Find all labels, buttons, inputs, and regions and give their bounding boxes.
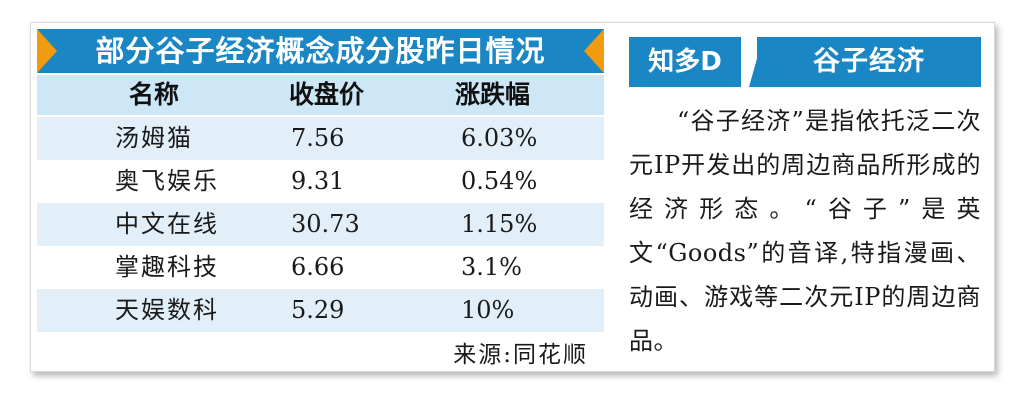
stock-change: 6.03% [461,124,538,152]
stock-name: 掌趣科技 [115,253,219,281]
stock-change: 1.15% [461,210,538,238]
stock-close-price: 7.56 [291,124,345,152]
source-note: 来源:同花顺 [453,342,588,368]
sidebar-topic: 谷子经济 [813,46,925,77]
table-row: 奥飞娱乐 9.31 0.54% [37,160,604,203]
stock-table-panel: 部分谷子经济概念成分股昨日情况 名称 收盘价 涨跌幅 汤姆猫 7.56 6.03… [37,29,604,368]
stock-name: 奥飞娱乐 [115,167,219,195]
table-row: 天娱数科 5.29 10% [37,289,604,332]
stock-close-price: 9.31 [291,167,345,195]
stock-close-price: 30.73 [291,210,360,238]
table-title-bar: 部分谷子经济概念成分股昨日情况 [37,29,604,73]
stock-name: 中文在线 [115,210,219,238]
tag-box [629,37,741,87]
sidebar-tag: 知多D [648,47,722,77]
stock-name: 汤姆猫 [115,124,193,152]
header-name: 名称 [129,80,180,109]
header-change: 涨跌幅 [455,80,531,109]
sidebar-body-text: “谷子经济”是指依托泛二次元IP开发出的周边商品所形成的经济形态。“谷子”是英文… [629,107,981,355]
table-row: 掌趣科技 6.66 3.1% [37,246,604,289]
table-row: 汤姆猫 7.56 6.03% [37,117,604,160]
stock-close-price: 6.66 [291,253,345,281]
stock-close-price: 5.29 [291,296,345,324]
table-row: 中文在线 30.73 1.15% [37,203,604,246]
table-header-row: 名称 收盘价 涨跌幅 [37,75,604,115]
stock-change: 10% [461,296,515,324]
stock-name: 天娱数科 [115,296,219,324]
stock-change: 0.54% [461,167,538,195]
stock-change: 3.1% [461,253,522,281]
explainer-sidebar: 知多D 谷子经济 “谷子经济”是指依托泛二次元IP开发出的周边商品所形成的经济形… [629,37,981,357]
table-body: 汤姆猫 7.56 6.03% 奥飞娱乐 9.31 0.54% 中文在线 30.7… [37,117,604,332]
news-graphic-card: 部分谷子经济概念成分股昨日情况 名称 收盘价 涨跌幅 汤姆猫 7.56 6.03… [30,22,995,372]
sidebar-header: 知多D 谷子经济 [629,37,981,87]
topic-box [757,37,981,87]
header-close: 收盘价 [289,80,365,109]
left-arrow-ornament [37,29,57,73]
table-title: 部分谷子经济概念成分股昨日情况 [95,34,546,68]
right-arrow-ornament [584,29,604,73]
